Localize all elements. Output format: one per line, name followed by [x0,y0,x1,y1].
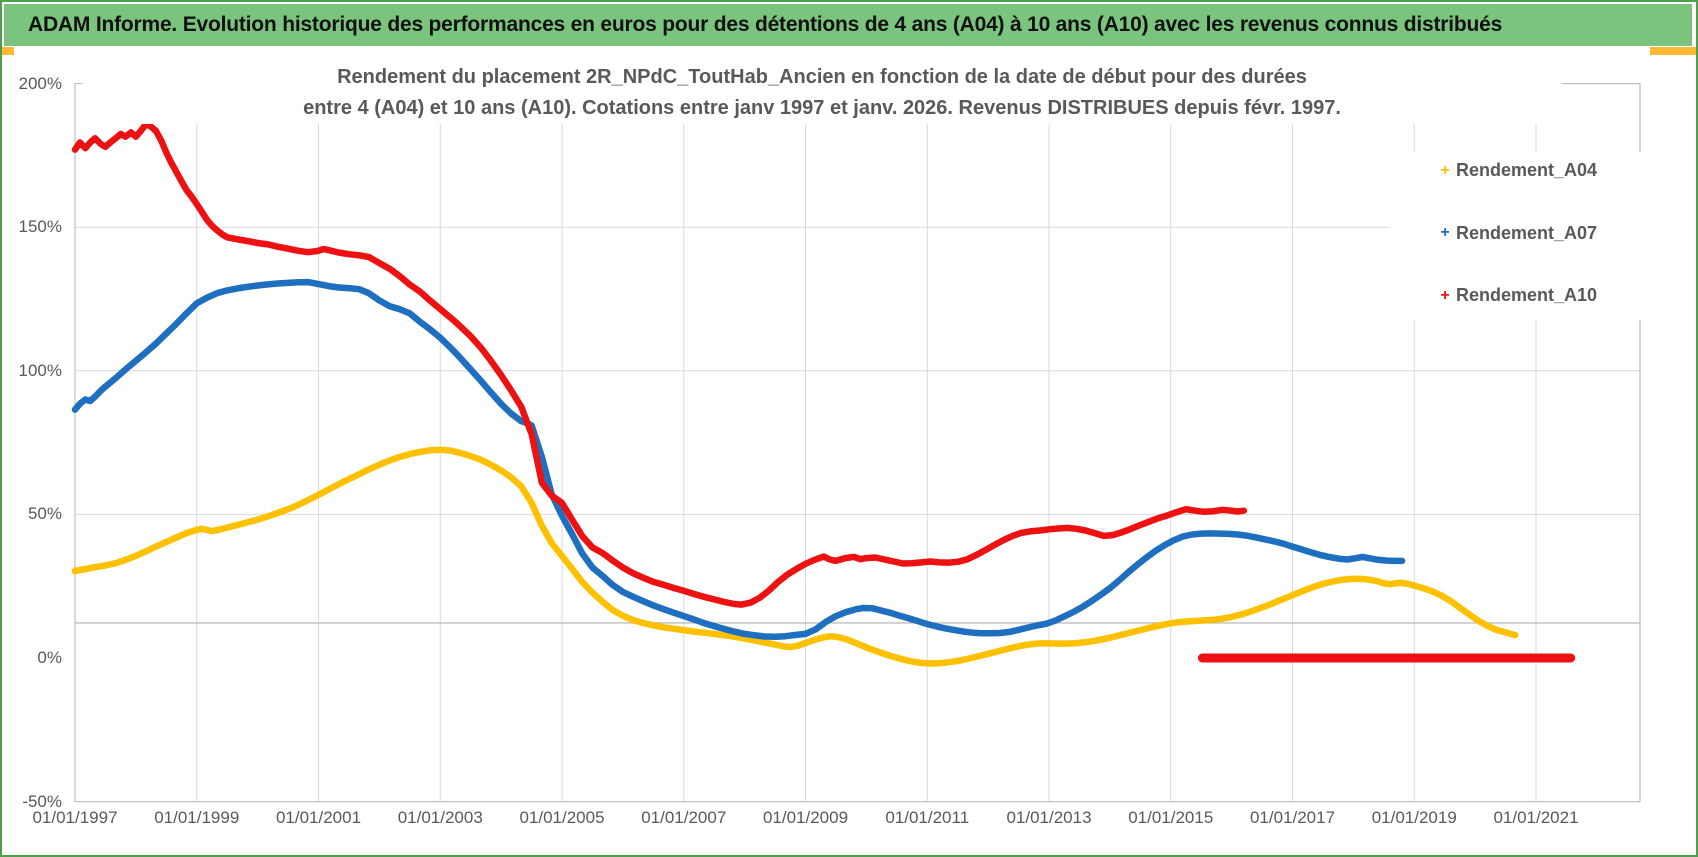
x-axis-label: 01/01/2021 [1493,808,1579,827]
legend-label-a07: Rendement_A07 [1456,222,1598,243]
y-axis-label: 0% [37,648,62,667]
x-axis-label: 01/01/1997 [32,808,118,827]
chart-legend: + Rendement_A04 + Rendement_A07 + Rendem… [1390,152,1656,320]
chart-title-line2: entre 4 (A04) et 10 ans (A10). Cotations… [82,93,1562,124]
x-axis-label: 01/01/2009 [762,808,849,827]
y-axis-label: -50% [22,791,62,811]
y-axis-label: 100% [18,360,62,380]
x-axis-label: 01/01/1999 [154,808,240,827]
x-axis-label: 01/01/2013 [1006,808,1092,827]
page-title: ADAM Informe. Evolution historique des p… [28,13,1503,36]
x-axis-label: 01/01/2011 [885,808,970,827]
y-axis-label: 200% [18,73,62,93]
chart-title: Rendement du placement 2R_NPdC_ToutHab_A… [82,62,1562,124]
x-axis-label: 01/01/2019 [1371,808,1457,827]
x-axis-label: 01/01/2005 [519,808,605,827]
legend-item-a07[interactable]: + Rendement_A07 [1390,223,1656,244]
x-axis-label: 01/01/2015 [1128,808,1214,827]
legend-item-a04[interactable]: + Rendement_A04 [1390,160,1656,181]
x-axis-label: 01/01/2007 [641,808,727,827]
a07-plus-marker-icon: + [1440,224,1450,241]
right-accent-bar [1650,47,1696,55]
header-bar: ADAM Informe. Evolution historique des p… [4,4,1692,46]
y-axis-label: 50% [27,504,62,524]
x-axis-label: 01/01/2001 [275,808,362,827]
legend-label-a04: Rendement_A04 [1456,160,1598,180]
a04-plus-marker-icon: + [1440,161,1450,179]
chart-title-line1: Rendement du placement 2R_NPdC_ToutHab_A… [82,62,1562,93]
left-accent-bar [2,47,14,55]
x-axis-label: 01/01/2003 [397,808,483,827]
y-axis-label: 150% [18,217,62,237]
legend-item-a10[interactable]: + Rendement_A10 [1390,285,1656,306]
a10-plus-marker-icon: + [1440,286,1450,304]
legend-label-a10: Rendement_A10 [1456,285,1598,305]
x-axis-label: 01/01/2017 [1249,808,1336,827]
